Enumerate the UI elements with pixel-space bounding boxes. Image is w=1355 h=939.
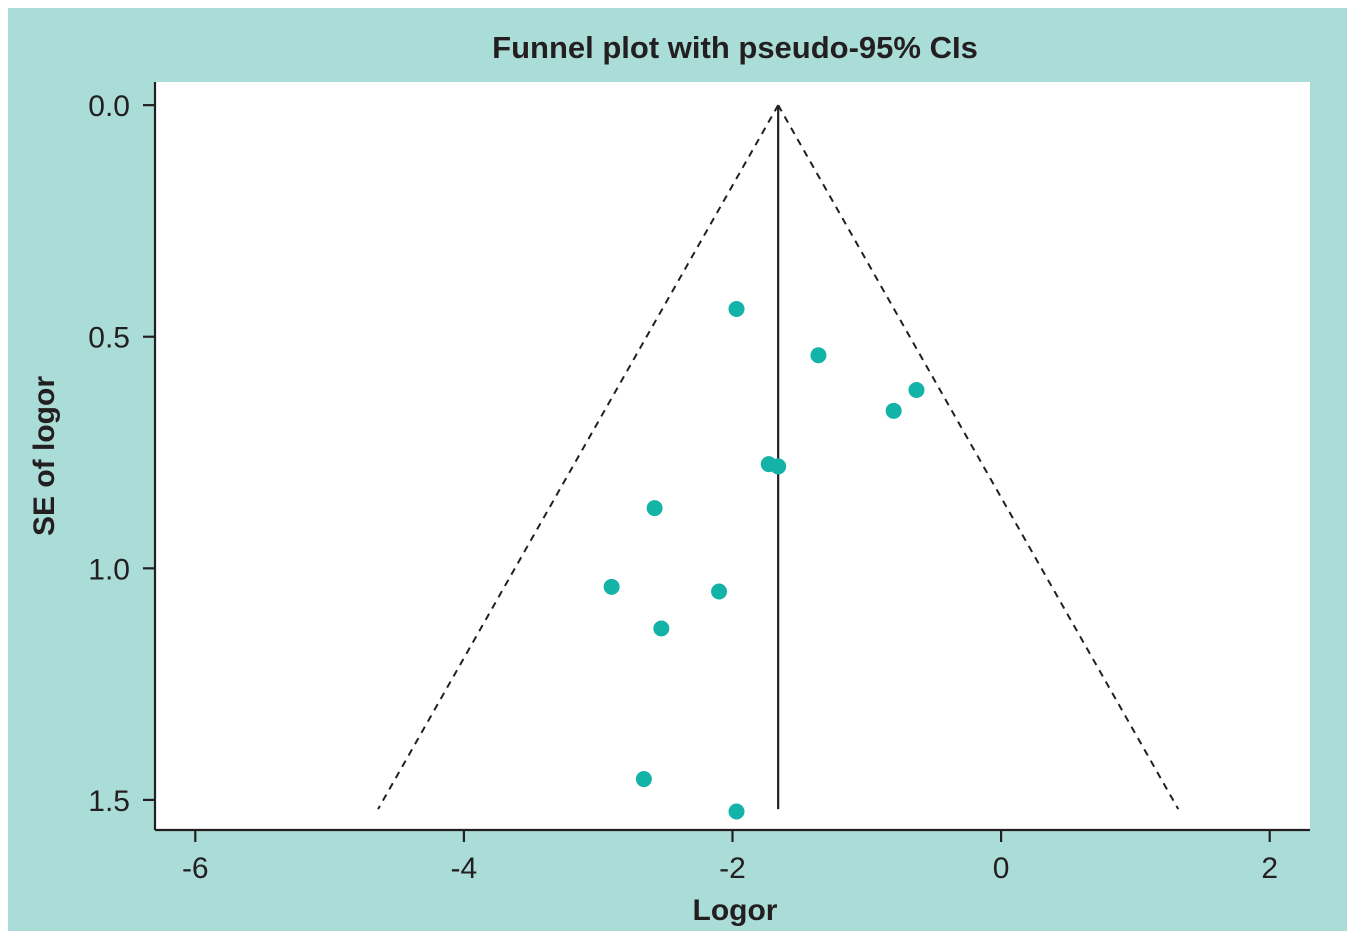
x-tick-label: 2 — [1261, 852, 1278, 885]
plot-area-background — [155, 82, 1310, 830]
lower-ci-line — [377, 104, 780, 810]
study-point-1 — [728, 300, 745, 317]
x-tick-label: 0 — [993, 852, 1010, 885]
study-point-8 — [603, 578, 620, 595]
x-tick-label: -2 — [719, 852, 746, 885]
axes: -6 -4 -2 0 2 0.0 0.5 1.0 1.5 — [88, 82, 1310, 885]
y-tick-label: 1.5 — [88, 785, 130, 818]
study-point-6 — [770, 458, 787, 475]
study-point-12 — [728, 803, 745, 820]
x-tick-label: -6 — [182, 852, 209, 885]
study-point-4 — [885, 402, 902, 419]
x-tick-label: -4 — [451, 852, 478, 885]
funnel-lines — [377, 104, 1180, 810]
study-point-7 — [646, 500, 663, 517]
study-points — [603, 300, 925, 820]
y-tick-label: 0.0 — [88, 90, 130, 123]
y-tick-label: 1.0 — [88, 553, 130, 586]
study-point-3 — [908, 382, 925, 398]
upper-ci-line — [777, 104, 1180, 810]
y-tick-label: 0.5 — [88, 322, 130, 355]
study-point-2 — [810, 347, 827, 364]
y-axis-label: SE of logor — [28, 376, 61, 536]
chart-title: Funnel plot with pseudo-95% CIs — [492, 30, 978, 65]
study-point-9 — [711, 583, 728, 600]
study-point-10 — [653, 620, 670, 637]
study-point-11 — [635, 771, 652, 788]
x-axis-label: Logor — [693, 894, 778, 927]
